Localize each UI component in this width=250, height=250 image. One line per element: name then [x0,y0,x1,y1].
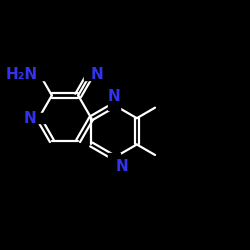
Text: H₂N: H₂N [6,68,38,82]
Polygon shape [108,153,120,162]
Polygon shape [84,70,96,80]
Polygon shape [108,100,120,110]
Text: N: N [91,68,104,82]
Text: N: N [116,158,129,174]
Text: N: N [108,89,120,104]
Polygon shape [29,70,51,80]
Text: N: N [24,111,37,126]
Polygon shape [32,113,45,123]
